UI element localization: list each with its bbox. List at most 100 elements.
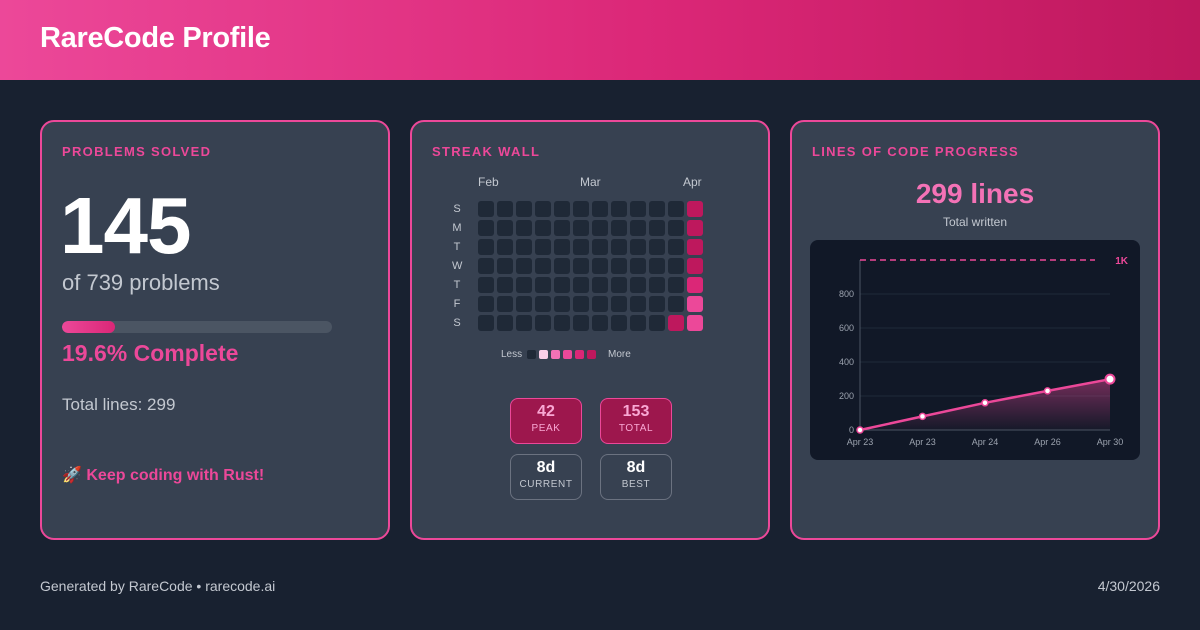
streak-cell [478,315,494,331]
streak-cell [497,296,513,312]
streak-cell [554,239,570,255]
legend-less-label: Less [501,349,523,360]
streak-cell [649,220,665,236]
streak-cell [649,296,665,312]
legend-swatch [575,350,584,359]
data-point [1104,373,1116,385]
streak-cell [611,296,627,312]
streak-cell [687,296,703,312]
x-tick-label: Apr 23 [909,437,936,447]
streak-cell [573,220,589,236]
data-point [1043,387,1052,395]
stat-value: 42 [537,403,555,420]
streak-cell [573,277,589,293]
streak-cell [516,258,532,274]
streak-cell [554,220,570,236]
streak-cell [497,277,513,293]
data-point [981,399,989,407]
problems-solved-count: 145 [60,181,191,270]
y-tick-label: 0 [849,425,854,435]
stat-label: PEAK [531,423,561,434]
streak-cell [535,277,551,293]
streak-cell [611,277,627,293]
day-label: F [453,298,461,310]
x-tick-label: Apr 24 [972,437,999,447]
motivation-text: 🚀 Keep coding with Rust! [62,465,264,485]
month-label: Feb [478,175,499,189]
streak-cell [535,220,551,236]
legend-swatch [527,350,536,359]
goal-label: 1K [1115,256,1129,267]
legend-swatch [563,350,572,359]
streak-cell [630,315,646,331]
streak-cell [573,315,589,331]
month-label: Apr [683,175,702,189]
streak-cell [592,220,608,236]
data-point [856,426,864,434]
lines-total-subtitle: Total written [942,215,1008,229]
footer-date: 4/30/2026 [1097,578,1160,594]
streak-cell [668,239,684,255]
streak-cell [554,258,570,274]
stat-label: CURRENT [519,479,573,490]
y-tick-label: 800 [839,289,854,299]
streak-cell [592,315,608,331]
progress-bar-fill [62,321,115,333]
streak-cell [592,296,608,312]
total-lines-text: Total lines: 299 [62,395,176,414]
streak-cell [478,277,494,293]
streak-cell [668,277,684,293]
footer-credit: Generated by RareCode • rarecode.ai [40,578,276,594]
stat-label: TOTAL [618,423,654,434]
card-title: LINES OF CODE PROGRESS [812,144,1020,159]
streak-cell [516,296,532,312]
legend-swatch [539,350,548,359]
streak-cell [516,220,532,236]
streak-cell [497,258,513,274]
data-point [918,412,927,421]
day-label: S [453,317,461,329]
streak-cell [611,201,627,217]
streak-cell [516,239,532,255]
day-label: S [453,203,461,215]
streak-cell [497,220,513,236]
streak-cell [497,315,513,331]
streak-cell [668,296,684,312]
streak-cell [687,315,703,331]
streak-cell [554,315,570,331]
streak-cell [687,239,703,255]
streak-cell [687,201,703,217]
streak-cell [478,220,494,236]
streak-cell [478,258,494,274]
lines-total-value: 299 lines [915,178,1035,209]
streak-cell [611,239,627,255]
progress-percent: 19.6% Complete [62,340,239,366]
streak-cell [535,296,551,312]
x-tick-label: Apr 26 [1034,437,1061,447]
streak-cell [592,239,608,255]
streak-cell [611,258,627,274]
streak-cell [649,239,665,255]
motivation-label: Keep coding with Rust! [86,467,265,484]
streak-cell [497,201,513,217]
total-problems-text: of 739 problems [62,270,220,295]
streak-cell [611,220,627,236]
day-label: W [452,260,463,272]
streak-cell [554,277,570,293]
x-tick-label: Apr 30 [1097,437,1124,447]
rocket-icon: 🚀 [62,467,82,484]
progress-bar [62,321,332,333]
y-tick-label: 600 [839,323,854,333]
y-tick-label: 200 [839,391,854,401]
streak-cell [649,258,665,274]
streak-cell [630,258,646,274]
streak-cell [668,315,684,331]
day-label: T [453,241,461,253]
current-streak-stat: 8d CURRENT [510,454,582,500]
streak-cell [592,201,608,217]
lines-of-code-card: LINES OF CODE PROGRESS 299 lines Total w… [790,120,1160,540]
streak-cell [535,239,551,255]
total-stat: 153 TOTAL [600,398,672,444]
streak-cell [630,277,646,293]
streak-cell [668,258,684,274]
